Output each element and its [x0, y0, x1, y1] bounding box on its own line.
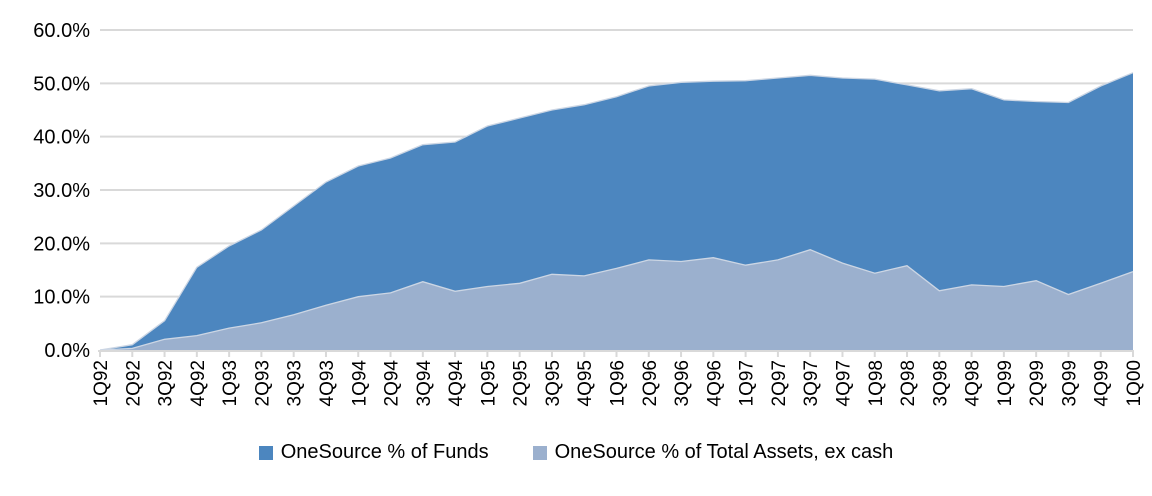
legend-swatch-assets-icon — [532, 445, 547, 460]
y-tick-label: 0.0% — [44, 340, 90, 362]
x-axis — [98, 350, 1134, 357]
x-tick-label: 1Q94 — [349, 360, 370, 407]
x-tick-label: 4Q99 — [1092, 360, 1113, 406]
x-tick-label: 2Q95 — [511, 360, 532, 406]
x-tick-label: 2Q97 — [769, 360, 790, 406]
x-tick-label: 4Q96 — [704, 360, 725, 406]
x-tick-label: 2Q93 — [252, 360, 273, 406]
x-tick-label: 2Q94 — [382, 360, 403, 407]
legend-item-funds: OneSource % of Funds — [258, 441, 489, 464]
assets-area-edge — [99, 249, 1134, 351]
x-tick-label: 2Q96 — [640, 360, 661, 406]
x-tick-label: 3Q94 — [414, 360, 435, 407]
x-tick-label: 3Q97 — [801, 360, 822, 406]
y-axis-labels: 0.0% 10.0% 20.0% 30.0% 40.0% 50.0% 60.0% — [33, 20, 90, 362]
x-tick-label: 4Q95 — [575, 360, 596, 406]
x-tick-label: 3Q96 — [672, 360, 693, 406]
legend-item-assets: OneSource % of Total Assets, ex cash — [532, 441, 894, 464]
x-tick-label: 2Q92 — [123, 360, 144, 406]
x-tick-label: 3Q92 — [156, 360, 177, 406]
x-tick-label: 4Q98 — [963, 360, 984, 406]
x-tick-label: 2Q98 — [898, 360, 919, 406]
x-tick-label: 1Q92 — [91, 360, 112, 406]
y-tick-label: 60.0% — [33, 20, 90, 42]
legend: OneSource % of Funds OneSource % of Tota… — [0, 441, 1152, 464]
x-axis-labels: 1Q92 2Q92 3Q92 4Q92 1Q93 2Q93 3Q93 4Q93 1Q94 2Q94… — [91, 360, 1145, 407]
plot-area: 0.0% 10.0% 20.0% 30.0% 40.0% 50.0% 60.0% 1Q92 2Q… — [33, 20, 1145, 407]
x-tick-label: 1Q95 — [478, 360, 499, 406]
y-tick-label: 30.0% — [33, 180, 90, 202]
y-tick-label: 10.0% — [33, 287, 90, 309]
assets-area — [100, 249, 1133, 350]
x-tick-label: 2Q99 — [1027, 360, 1048, 406]
x-tick-label: 3Q98 — [930, 360, 951, 406]
x-tick-label: 1Q98 — [866, 360, 887, 406]
legend-swatch-funds-icon — [258, 445, 273, 460]
x-tick-label: 1Q96 — [608, 360, 629, 406]
y-tick-label: 20.0% — [33, 233, 90, 255]
legend-label-funds: OneSource % of Funds — [280, 441, 489, 463]
x-tick-label: 1Q93 — [220, 360, 241, 406]
y-tick-label: 40.0% — [33, 127, 90, 149]
x-tick-label: 3Q99 — [1059, 360, 1080, 406]
legend-label-assets: OneSource % of Total Assets, ex cash — [554, 441, 894, 463]
x-tick-label: 3Q93 — [285, 360, 306, 406]
x-tick-label: 4Q92 — [188, 360, 209, 406]
x-tick-label: 3Q95 — [543, 360, 564, 406]
y-tick-label: 50.0% — [33, 73, 90, 95]
x-tick-label: 4Q97 — [834, 360, 855, 406]
x-tick-label: 4Q94 — [446, 360, 467, 407]
x-tick-label: 4Q93 — [317, 360, 338, 406]
funds-area-edge — [99, 72, 1134, 351]
x-tick-label: 1Q97 — [737, 360, 758, 406]
x-tick-label: 1Q99 — [995, 360, 1016, 406]
x-tick-label: 1Q00 — [1124, 360, 1145, 406]
